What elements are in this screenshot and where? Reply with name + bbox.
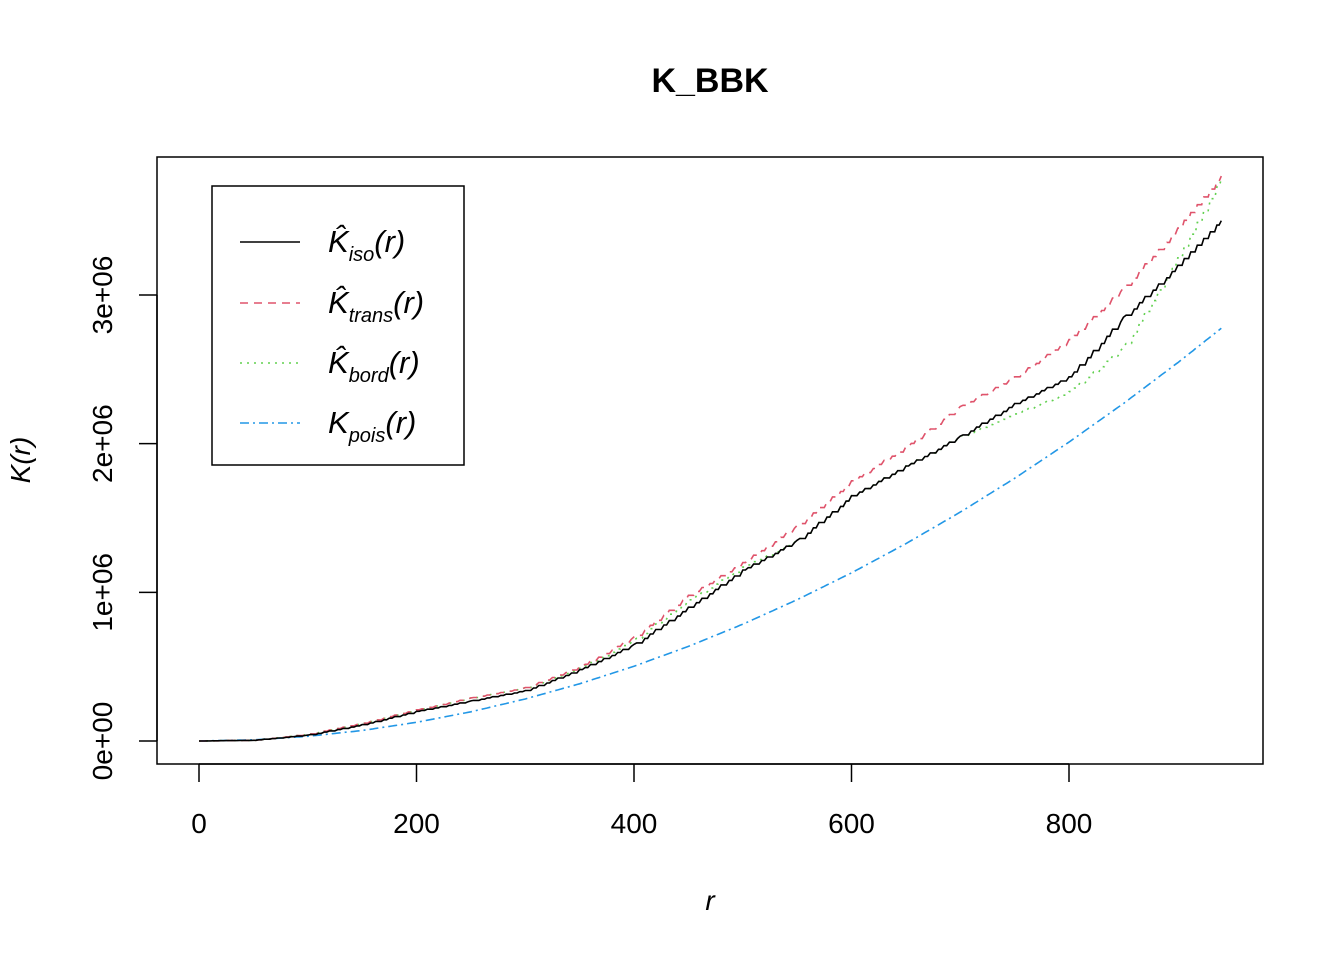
y-tick-label: 3e+06 [87, 256, 118, 335]
chart-title: K_BBK [651, 62, 769, 100]
y-tick-label: 2e+06 [87, 404, 118, 483]
y-tick-label: 1e+06 [87, 553, 118, 632]
legend-label-pois: Kpois(r) [328, 405, 416, 447]
x-tick-label: 0 [191, 808, 207, 839]
x-axis: 0 200 400 600 800 [191, 763, 1093, 839]
x-tick-label: 800 [1046, 808, 1093, 839]
x-axis-label: r [705, 885, 716, 916]
y-axis: 0e+00 1e+06 2e+06 3e+06 [87, 256, 158, 781]
legend-label-iso: K̂iso(r) [328, 223, 405, 266]
series-line-trans [199, 175, 1223, 742]
x-tick-label: 200 [393, 808, 440, 839]
series-line-pois [198, 327, 1222, 742]
x-tick-label: 400 [611, 808, 658, 839]
series-layer [198, 175, 1223, 742]
legend-label-bord: K̂bord(r) [328, 344, 420, 387]
series-line-iso [199, 220, 1223, 742]
legend: K̂iso(r) K̂trans(r) K̂bord(r) Kpois(r) [211, 185, 465, 466]
x-tick-label: 600 [828, 808, 875, 839]
legend-label-trans: K̂trans(r) [328, 284, 424, 327]
legend-box [211, 185, 465, 466]
y-tick-label: 0e+00 [87, 702, 118, 781]
y-axis-label: K(r) [5, 437, 36, 484]
